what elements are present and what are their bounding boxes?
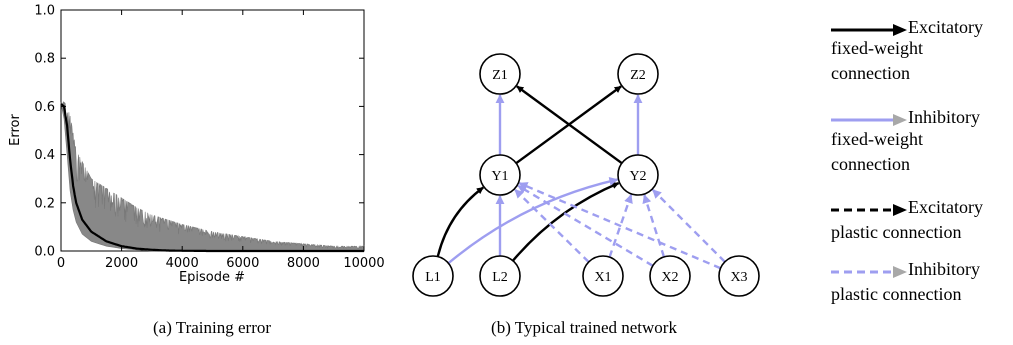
- caption-b: (b) Typical trained network: [491, 318, 677, 337]
- y-tick-label: 1.0: [34, 4, 55, 19]
- node-l1: L1: [412, 255, 454, 297]
- node-circle: [718, 255, 760, 297]
- neurons: Z1 Z2 Y1 Y2 L1 L2 X1 X2 X3: [412, 53, 760, 297]
- legend-inhibitory-fixed-label-2: fixed-weight: [831, 129, 923, 149]
- y2-to-z1-edge: [516, 85, 623, 165]
- node-circle: [582, 255, 624, 297]
- node-x2: X2: [649, 255, 691, 297]
- node-circle: [479, 154, 521, 196]
- node-label: L2: [492, 270, 508, 285]
- node-y2: Y2: [617, 154, 659, 196]
- legend-excitatory-fixed-label-3: connection: [831, 63, 910, 83]
- caption-a: (a) Training error: [153, 318, 271, 337]
- x-tick-label: 10000: [343, 256, 384, 271]
- node-circle: [617, 53, 659, 95]
- legend-inhibitory-fixed-arrowhead: [893, 114, 907, 126]
- y-tick-label: 0.2: [34, 196, 55, 211]
- x-tick-label: 8000: [287, 256, 320, 271]
- y-tick-label: 0.6: [34, 100, 55, 115]
- x-axis-label: Episode #: [179, 270, 245, 285]
- x3-to-y2-edge: [652, 189, 726, 263]
- x-tick-label: 0: [57, 256, 65, 271]
- node-label: Z2: [630, 68, 646, 83]
- y-axis-label: Error: [8, 114, 23, 146]
- x3-to-y1-edge: [518, 182, 722, 270]
- y-tick-label: 0.0: [34, 245, 55, 260]
- legend-excitatory-plastic-label: Excitatory: [908, 197, 983, 217]
- node-label: L1: [425, 270, 441, 285]
- node-label: X3: [730, 270, 747, 285]
- legend-excitatory-plastic-label-2: plastic connection: [831, 222, 961, 242]
- legend-inhibitory-fixed: Inhibitory fixed-weight connection: [831, 107, 980, 174]
- y-axis-ticks: 0.0 0.2 0.4 0.6 0.8 1.0: [34, 4, 364, 260]
- node-circle: [412, 255, 454, 297]
- x1-to-y1-edge: [514, 188, 590, 263]
- node-circle: [649, 255, 691, 297]
- x1-to-y2-edge: [608, 193, 633, 258]
- node-z1: Z1: [479, 53, 521, 95]
- node-circle: [617, 154, 659, 196]
- node-z2: Z2: [617, 53, 659, 95]
- training-error-chart: 0 2000 4000 6000 8000 10000 0.0 0.2 0.4 0.6 0.8 1.…: [8, 4, 385, 338]
- x-axis-ticks: 0 2000 4000 6000 8000 10000: [57, 10, 385, 271]
- network-diagram: Z1 Z2 Y1 Y2 L1 L2 X1 X2 X3 (b) Typical trained n…: [412, 53, 760, 337]
- l2-to-y2-edge: [511, 181, 620, 262]
- l1-to-y2-edge: [447, 177, 619, 265]
- l1-to-y1-edge: [436, 186, 484, 257]
- legend-inhibitory-fixed-label-3: connection: [831, 154, 910, 174]
- legend-inhibitory-fixed-label: Inhibitory: [908, 107, 980, 127]
- connections: [436, 85, 726, 270]
- legend-excitatory-plastic: Excitatory plastic connection: [831, 197, 983, 242]
- x-tick-label: 6000: [226, 256, 259, 271]
- legend-excitatory-fixed-label: Excitatory: [908, 17, 983, 37]
- node-label: Y2: [629, 169, 646, 184]
- node-circle: [479, 255, 521, 297]
- node-l2: L2: [479, 255, 521, 297]
- legend-excitatory-fixed: Excitatory fixed-weight connection: [831, 17, 983, 83]
- legend-inhibitory-plastic-arrowhead: [893, 266, 907, 278]
- x-tick-label: 2000: [105, 256, 138, 271]
- legend-excitatory-plastic-arrowhead: [893, 204, 907, 216]
- legend: Excitatory fixed-weight connection Inhib…: [831, 17, 983, 304]
- legend-inhibitory-plastic-label: Inhibitory: [908, 259, 980, 279]
- y-tick-label: 0.4: [34, 148, 55, 163]
- y-tick-label: 0.8: [34, 52, 55, 67]
- node-label: Z1: [492, 68, 508, 83]
- x2-to-y1-edge: [517, 184, 654, 267]
- node-x1: X1: [582, 255, 624, 297]
- node-y1: Y1: [479, 154, 521, 196]
- legend-inhibitory-plastic-label-2: plastic connection: [831, 284, 961, 304]
- mean-error-line: [60, 103, 364, 253]
- node-circle: [479, 53, 521, 95]
- legend-inhibitory-plastic: Inhibitory plastic connection: [831, 259, 980, 304]
- x-tick-label: 4000: [166, 256, 199, 271]
- node-label: Y1: [491, 169, 508, 184]
- x2-to-y2-edge: [642, 194, 666, 258]
- node-label: X2: [661, 270, 678, 285]
- legend-excitatory-fixed-arrowhead: [893, 24, 907, 36]
- legend-excitatory-fixed-label-2: fixed-weight: [831, 38, 923, 58]
- node-x3: X3: [718, 255, 760, 297]
- node-label: X1: [594, 270, 611, 285]
